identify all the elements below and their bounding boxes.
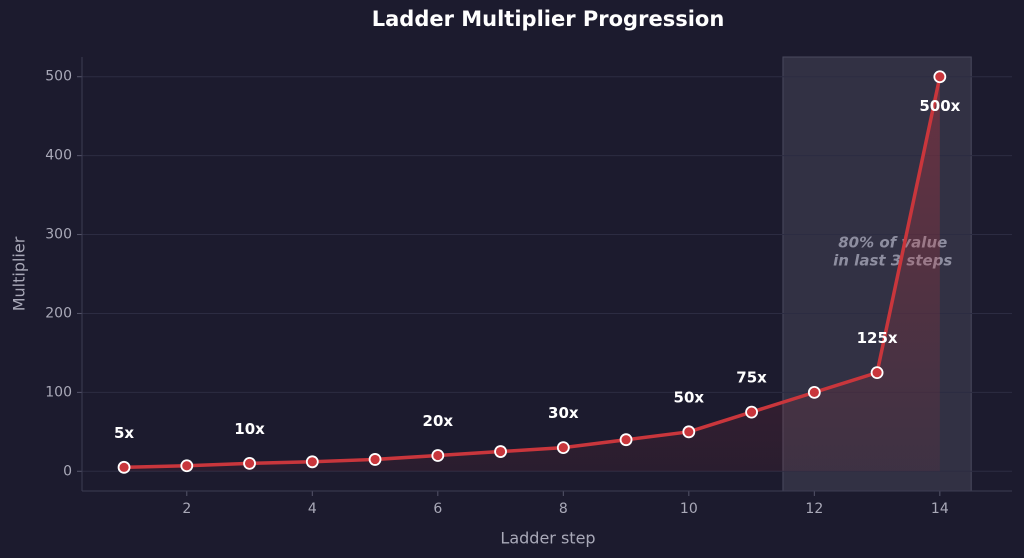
x-tick-label: 4 [308,501,317,517]
x-tick-label: 8 [559,501,568,517]
value-label: 10x [234,420,265,438]
chart-title: Ladder Multiplier Progression [372,7,725,31]
value-label: 5x [114,424,134,442]
point [180,459,194,473]
value-label: 125x [857,329,898,347]
point [619,433,633,447]
y-tick-label: 200 [45,305,72,321]
value-label: 75x [736,369,767,387]
point [368,453,382,466]
value-label: 20x [423,412,454,430]
y-tick-label: 400 [45,148,72,164]
y-tick-label: 300 [45,227,72,243]
point [305,455,319,469]
y-tick-label: 100 [45,384,72,400]
x-tick-label: 12 [805,501,823,517]
point [682,425,696,439]
point [117,460,131,474]
point [431,449,445,462]
value-label: 50x [674,388,705,406]
point [745,405,758,419]
x-tick-label: 2 [182,501,191,517]
x-tick-label: 10 [680,501,698,517]
line [124,76,942,470]
area [124,76,940,472]
x-tick-label: 6 [433,501,442,517]
value-label: 500x [919,97,960,115]
x-tick-label: 14 [931,501,949,517]
y-tick-label: 0 [63,463,72,479]
value-label: 30x [548,404,579,422]
point [807,385,821,399]
point [556,441,570,455]
point [933,70,947,84]
point [243,456,256,470]
y-tick-label: 500 [45,69,72,85]
y-axis-label: Multiplier [10,236,29,311]
point [870,366,884,380]
x-axis-label: Ladder step [500,529,595,548]
point [494,445,507,458]
